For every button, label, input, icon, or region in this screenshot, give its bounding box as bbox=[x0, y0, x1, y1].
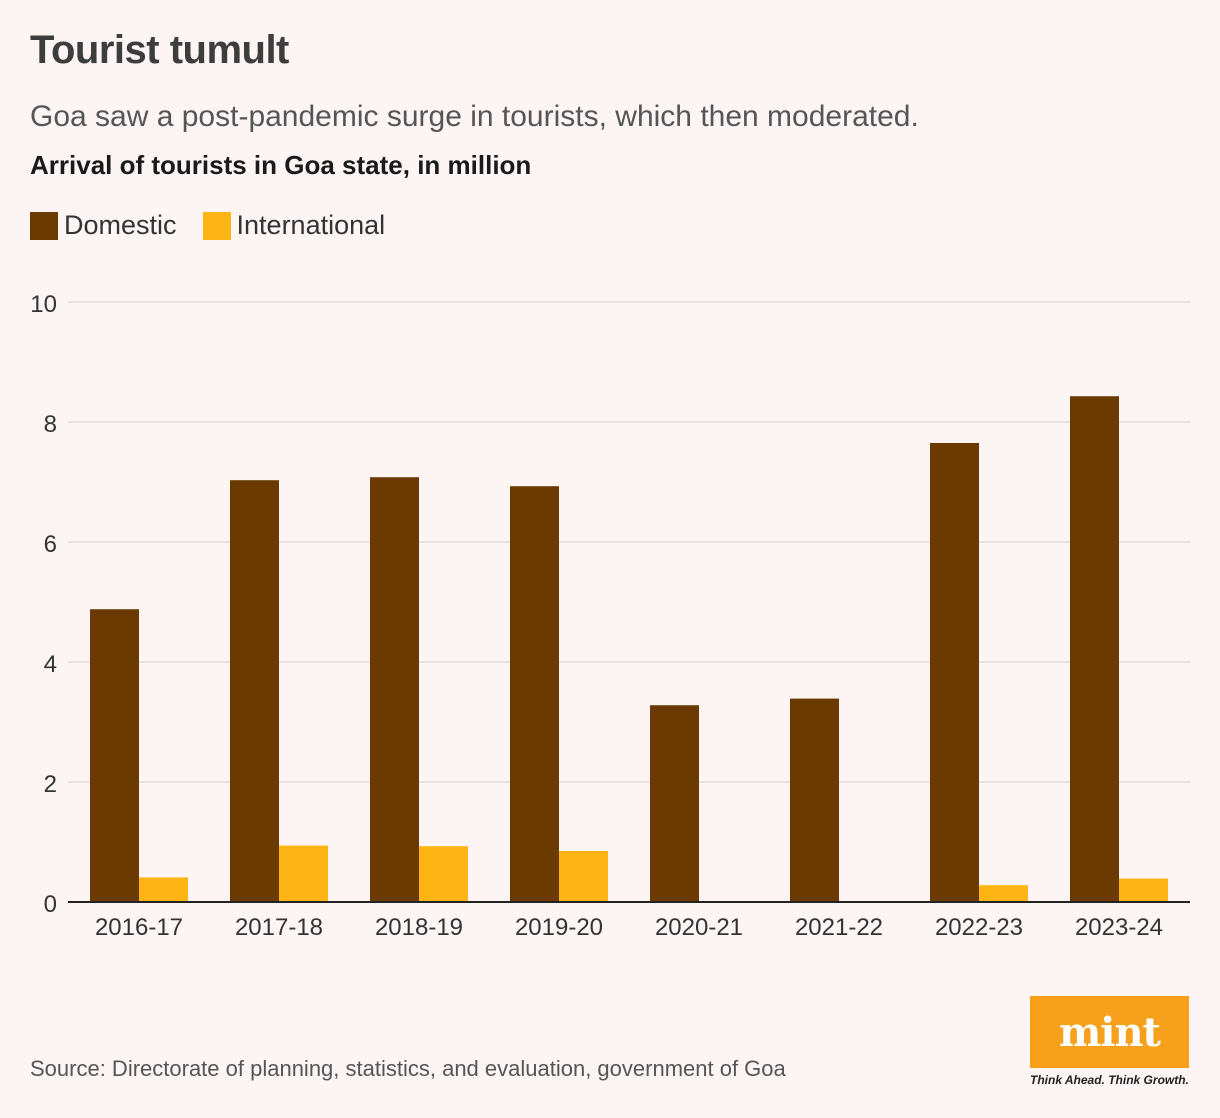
bar-domestic bbox=[90, 609, 139, 902]
y-tick-label: 6 bbox=[44, 531, 57, 558]
bar-domestic bbox=[1070, 396, 1119, 902]
x-tick-label: 2020-21 bbox=[655, 914, 743, 941]
y-tick-label: 2 bbox=[44, 771, 57, 798]
y-tick-label: 4 bbox=[44, 651, 57, 678]
y-tick-label: 0 bbox=[44, 891, 57, 918]
legend-swatch-international bbox=[202, 211, 231, 240]
legend: Domestic International bbox=[30, 210, 411, 241]
x-tick-label: 2021-22 bbox=[795, 914, 883, 941]
bar-international bbox=[979, 885, 1028, 902]
logo-text: mint bbox=[1058, 1008, 1161, 1056]
x-tick-label: 2019-20 bbox=[515, 914, 603, 941]
legend-label-domestic: Domestic bbox=[64, 210, 177, 240]
bar-domestic bbox=[930, 443, 979, 902]
chart-title: Tourist tumult bbox=[30, 28, 289, 72]
chart-heading: Arrival of tourists in Goa state, in mil… bbox=[30, 150, 532, 180]
chart-subtitle: Goa saw a post-pandemic surge in tourist… bbox=[30, 100, 919, 133]
bar-international bbox=[559, 851, 608, 902]
x-tick-label: 2017-18 bbox=[235, 914, 323, 941]
legend-item-international: International bbox=[202, 210, 386, 241]
bar-domestic bbox=[230, 480, 279, 902]
bar-international bbox=[1119, 878, 1168, 902]
source-note: Source: Directorate of planning, statist… bbox=[30, 1056, 786, 1081]
bar-domestic bbox=[790, 698, 839, 902]
x-tick-label: 2023-24 bbox=[1075, 914, 1163, 941]
x-tick-label: 2016-17 bbox=[95, 914, 183, 941]
bar-domestic bbox=[650, 705, 699, 902]
bar-international bbox=[279, 845, 328, 902]
y-tick-label: 10 bbox=[30, 291, 57, 318]
logo-tagline: Think Ahead. Think Growth. bbox=[1030, 1073, 1189, 1087]
bar-domestic bbox=[510, 486, 559, 902]
legend-label-international: International bbox=[236, 210, 386, 240]
y-tick-label: 8 bbox=[44, 411, 57, 438]
x-tick-label: 2018-19 bbox=[375, 914, 463, 941]
bar-international bbox=[139, 877, 188, 902]
bar-domestic bbox=[370, 477, 419, 902]
legend-swatch-domestic bbox=[30, 211, 58, 240]
bar-international bbox=[419, 846, 468, 902]
bar-chart: 0 2 4 6 8 10 2016-17 2017-18 2018-19 2019-20 2020-… bbox=[30, 291, 1190, 941]
mint-logo: mint bbox=[1030, 996, 1189, 1068]
legend-item-domestic: Domestic bbox=[30, 210, 177, 241]
x-tick-label: 2022-23 bbox=[935, 914, 1023, 941]
